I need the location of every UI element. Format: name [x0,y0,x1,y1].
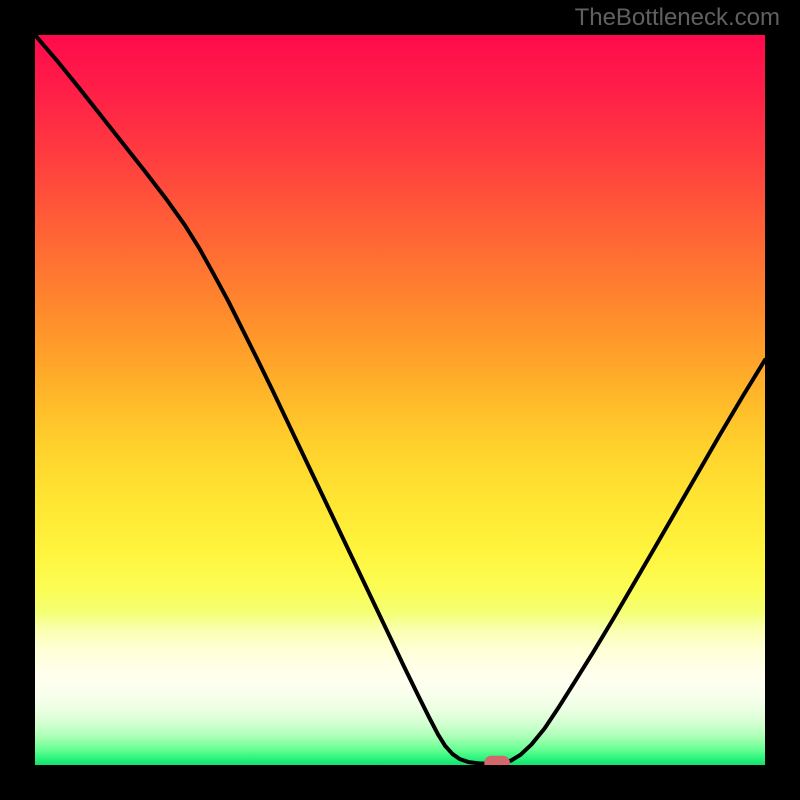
frame-border-bottom [0,765,800,800]
plot-area [35,35,765,765]
chart-frame: TheBottleneck.com [0,0,800,800]
frame-border-left [0,0,35,800]
footer-attribution: TheBottleneck.com [575,4,780,32]
optimal-point-marker [484,756,510,765]
plot-svg [35,35,765,765]
frame-border-right [765,0,800,800]
